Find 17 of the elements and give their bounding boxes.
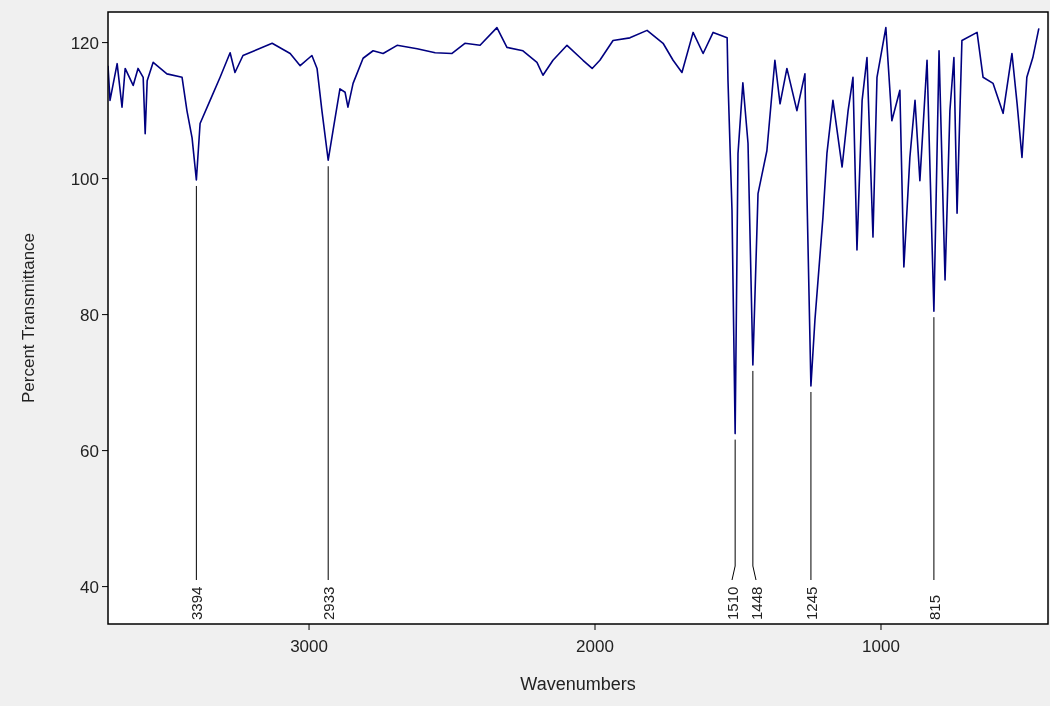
x-tick-label: 2000 xyxy=(576,637,614,656)
y-tick-label: 40 xyxy=(80,577,99,597)
annotation: 1448 xyxy=(748,586,766,620)
annotation: 1245 xyxy=(802,586,820,620)
annotation: 1510 xyxy=(724,586,742,620)
y-tick-label: 120 xyxy=(70,33,99,53)
annotation: 3394 xyxy=(188,586,206,620)
x-tick-label: 3000 xyxy=(290,637,328,656)
y-tick-label: 100 xyxy=(70,169,99,189)
y-tick-label: 60 xyxy=(80,441,99,461)
annotation: 2933 xyxy=(320,586,338,620)
annotation: 815 xyxy=(925,594,943,620)
y-tick-label: 80 xyxy=(80,305,99,325)
x-axis-title: Wavenumbers xyxy=(520,674,636,694)
y-axis-title: Percent Transmittance xyxy=(19,232,38,404)
x-tick-label: 1000 xyxy=(862,637,900,656)
line-series xyxy=(108,26,1040,435)
